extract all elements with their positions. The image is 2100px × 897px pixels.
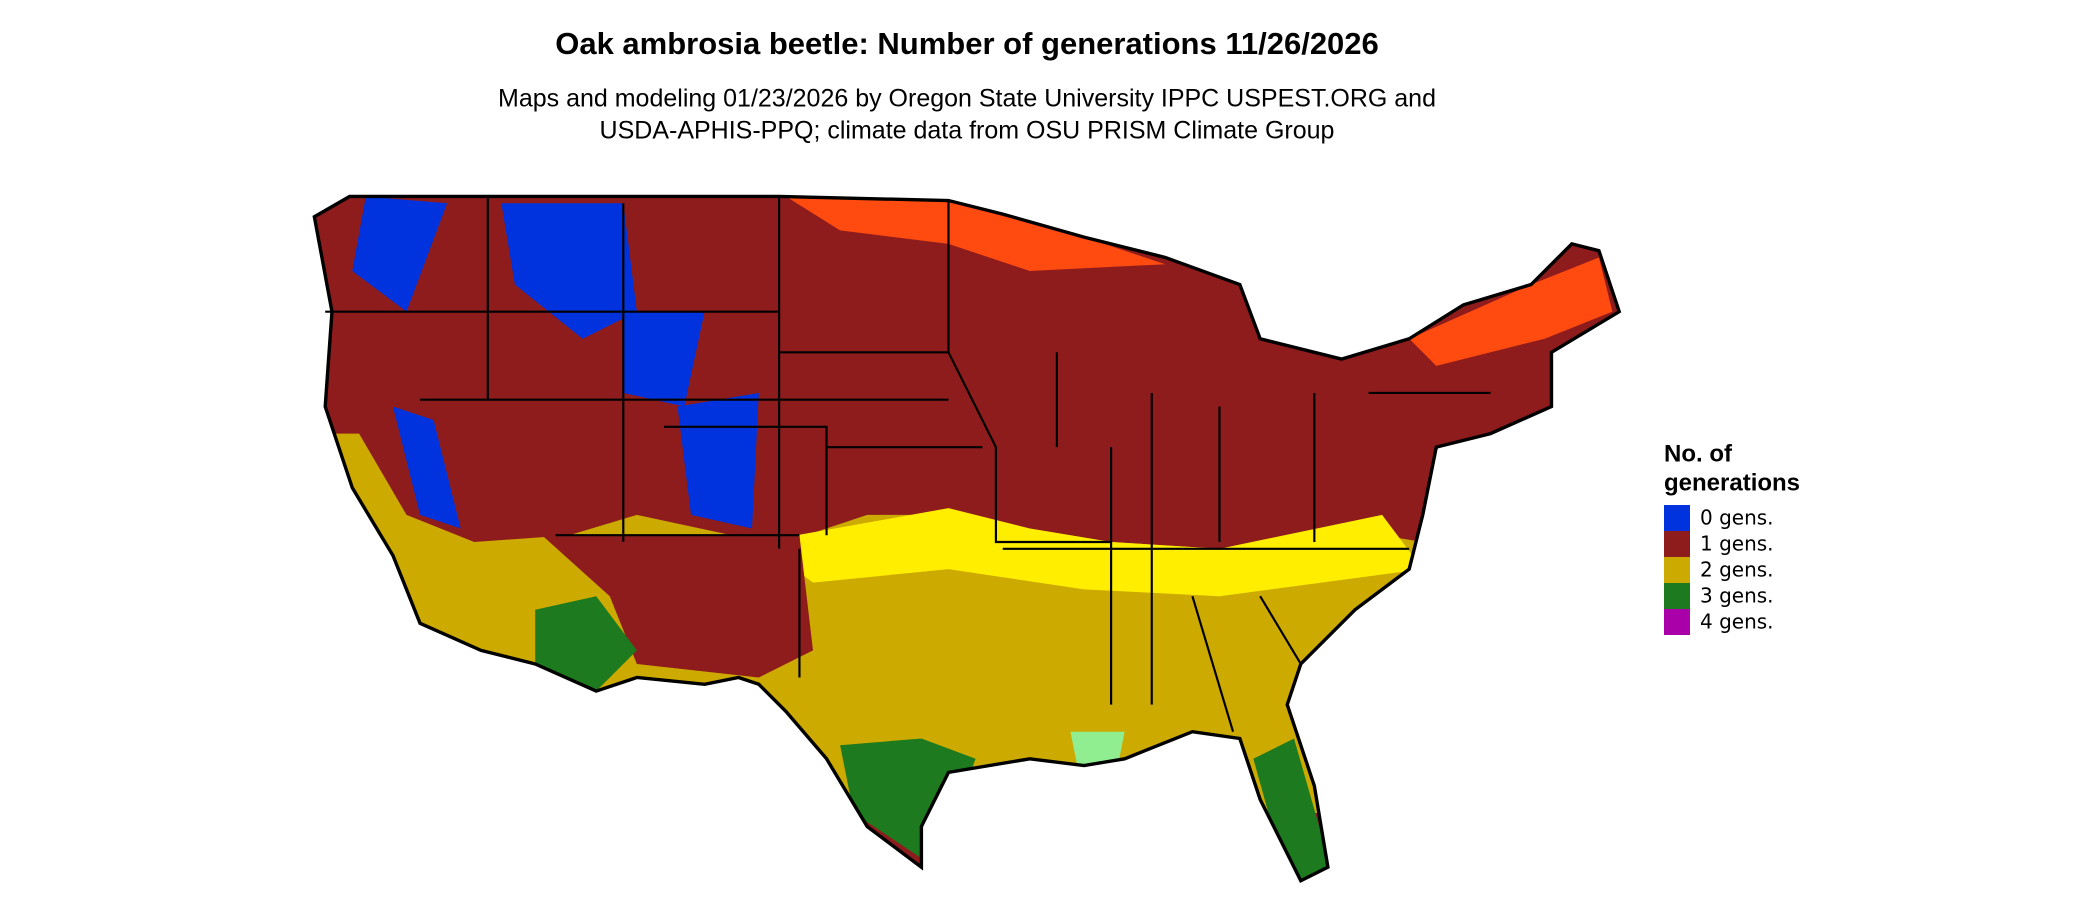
map bbox=[312, 194, 1621, 883]
legend-label: 0 gens. bbox=[1700, 506, 1774, 530]
region bbox=[1273, 878, 1301, 881]
legend-label: 4 gens. bbox=[1700, 610, 1774, 634]
state-borders bbox=[312, 194, 1621, 883]
legend-label: 1 gens. bbox=[1700, 532, 1774, 556]
legend-swatch bbox=[1664, 557, 1690, 583]
legend-swatch bbox=[1664, 505, 1690, 531]
region bbox=[1070, 731, 1125, 766]
region bbox=[352, 196, 448, 312]
subtitle-line: USDA-APHIS-PPQ; climate data from OSU PR… bbox=[600, 117, 1335, 145]
region bbox=[535, 596, 637, 692]
legend-title: generations bbox=[1664, 469, 1800, 496]
legend-swatch bbox=[1664, 609, 1690, 635]
subtitle-line: Maps and modeling 01/23/2026 by Oregon S… bbox=[498, 85, 1436, 113]
region bbox=[785, 196, 1166, 271]
region bbox=[1409, 257, 1613, 366]
legend: No. of generations 0 gens.1 gens.2 gens.… bbox=[1664, 440, 1800, 635]
region bbox=[758, 508, 1423, 597]
region bbox=[623, 311, 705, 407]
legend-label: 3 gens. bbox=[1700, 584, 1774, 608]
legend-label: 2 gens. bbox=[1700, 558, 1774, 582]
region bbox=[542, 535, 813, 678]
region bbox=[840, 738, 976, 868]
legend-title: No. of bbox=[1664, 440, 1733, 467]
legend-swatch bbox=[1664, 583, 1690, 609]
region bbox=[392, 406, 461, 529]
region bbox=[501, 203, 637, 339]
title: Oak ambrosia beetle: Number of generatio… bbox=[555, 26, 1379, 61]
region bbox=[1253, 738, 1335, 881]
legend-swatch bbox=[1664, 531, 1690, 557]
